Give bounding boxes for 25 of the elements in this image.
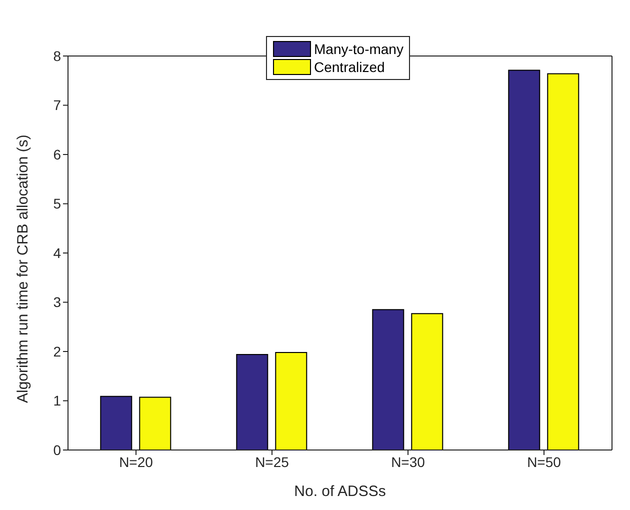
bar bbox=[411, 313, 444, 450]
bar bbox=[372, 309, 404, 450]
y-tick-label: 6 bbox=[53, 146, 62, 162]
y-tick-label: 3 bbox=[53, 294, 62, 310]
y-tick-label: 1 bbox=[53, 392, 62, 409]
legend-label: Many-to-many bbox=[314, 40, 404, 58]
y-tick-label: 4 bbox=[53, 244, 62, 261]
x-tick-label: N=25 bbox=[255, 454, 290, 470]
y-tick-label: 2 bbox=[53, 343, 62, 360]
y-tick-label: 0 bbox=[53, 442, 62, 458]
legend-label: Centralized bbox=[314, 58, 385, 76]
bar bbox=[236, 354, 268, 450]
y-axis-title: Algorithm run time for CRB allocation (s) bbox=[14, 134, 32, 403]
x-tick-label: N=20 bbox=[119, 454, 154, 470]
bar bbox=[508, 70, 540, 450]
y-tick-label: 5 bbox=[53, 196, 62, 212]
bar bbox=[275, 352, 308, 450]
x-axis-title: No. of ADSSs bbox=[294, 483, 386, 500]
x-tick-label: N=30 bbox=[391, 454, 426, 470]
bar bbox=[100, 396, 132, 450]
y-tick-label: 8 bbox=[53, 48, 62, 64]
x-tick-label: N=50 bbox=[527, 454, 562, 470]
bar bbox=[139, 396, 172, 450]
bar bbox=[547, 73, 580, 450]
y-tick-label: 7 bbox=[53, 97, 62, 114]
